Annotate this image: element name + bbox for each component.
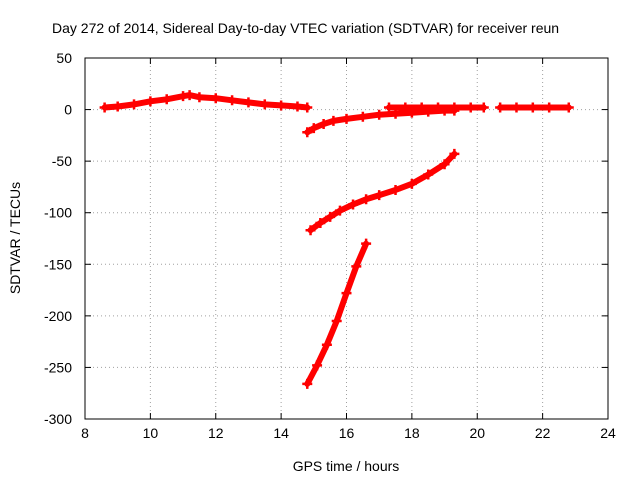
data-point bbox=[495, 102, 506, 113]
grid-lines bbox=[85, 58, 608, 419]
x-tick-label: 12 bbox=[208, 425, 224, 441]
data-point bbox=[305, 225, 316, 236]
y-tick-label: -100 bbox=[44, 205, 72, 221]
data-point bbox=[423, 169, 434, 180]
data-point bbox=[478, 102, 489, 113]
y-tick-label: -250 bbox=[44, 359, 72, 375]
y-tick-labels: 50 0 -50 -100 -150 -200 -250 -300 bbox=[44, 50, 72, 427]
data-point bbox=[416, 102, 427, 113]
data-point bbox=[449, 102, 460, 113]
data-point bbox=[302, 378, 313, 389]
data-point bbox=[129, 99, 140, 110]
data-point bbox=[341, 288, 352, 299]
data-point bbox=[383, 102, 394, 113]
y-tick-label: -300 bbox=[44, 411, 72, 427]
data-point bbox=[308, 123, 319, 134]
data-point bbox=[321, 339, 332, 350]
data-point bbox=[112, 101, 123, 112]
series-4 bbox=[495, 102, 574, 113]
x-tick-label: 16 bbox=[339, 425, 355, 441]
data-point bbox=[318, 119, 329, 130]
y-tick-label: -150 bbox=[44, 256, 72, 272]
data-point bbox=[341, 113, 352, 124]
x-tick-label: 10 bbox=[143, 425, 159, 441]
x-tick-label: 18 bbox=[404, 425, 420, 441]
series-3 bbox=[383, 102, 489, 113]
data-point bbox=[276, 100, 287, 111]
data-point bbox=[563, 102, 574, 113]
series-5 bbox=[305, 148, 460, 236]
data-point bbox=[433, 102, 444, 113]
data-point bbox=[325, 211, 336, 222]
data-point bbox=[511, 102, 522, 113]
x-tick-label: 14 bbox=[273, 425, 289, 441]
data-point bbox=[145, 96, 156, 107]
data-point bbox=[357, 111, 368, 122]
data-point bbox=[99, 102, 110, 113]
y-tick-label: -50 bbox=[52, 153, 72, 169]
data-point bbox=[334, 205, 345, 216]
series-line bbox=[307, 150, 458, 234]
data-point bbox=[406, 178, 417, 189]
series-1 bbox=[99, 90, 313, 113]
data-point bbox=[259, 99, 270, 110]
data-point bbox=[328, 115, 339, 126]
x-tick-label: 22 bbox=[535, 425, 551, 441]
data-point bbox=[312, 360, 323, 371]
data-point bbox=[331, 316, 342, 327]
data-point bbox=[184, 90, 195, 101]
data-point bbox=[465, 102, 476, 113]
data-point bbox=[374, 109, 385, 120]
x-tick-label: 8 bbox=[81, 425, 89, 441]
y-axis-label: SDTVAR / TECUs bbox=[7, 182, 23, 294]
series-6 bbox=[302, 238, 372, 389]
data-point bbox=[210, 93, 221, 104]
data-point bbox=[351, 261, 362, 272]
data-point bbox=[439, 159, 450, 170]
x-axis-label: GPS time / hours bbox=[293, 458, 400, 474]
data-point bbox=[348, 199, 359, 210]
data-point bbox=[302, 102, 313, 113]
x-tick-label: 24 bbox=[600, 425, 616, 441]
data-point bbox=[161, 94, 172, 105]
axis-ticks bbox=[84, 57, 609, 420]
y-tick-label: -200 bbox=[44, 308, 72, 324]
data-point bbox=[544, 102, 555, 113]
y-tick-label: 0 bbox=[64, 102, 72, 118]
data-series bbox=[99, 90, 574, 389]
y-tick-label: 50 bbox=[56, 50, 72, 66]
x-tick-labels: 8 10 12 14 16 18 20 22 24 bbox=[81, 425, 616, 441]
data-point bbox=[374, 190, 385, 201]
data-point bbox=[315, 218, 326, 229]
data-point bbox=[527, 102, 538, 113]
data-point bbox=[449, 148, 460, 159]
x-tick-label: 20 bbox=[469, 425, 485, 441]
data-point bbox=[194, 92, 205, 103]
data-point bbox=[400, 102, 411, 113]
data-point bbox=[302, 127, 313, 138]
data-point bbox=[243, 97, 254, 108]
data-point bbox=[361, 238, 372, 249]
data-point bbox=[361, 194, 372, 205]
data-point bbox=[227, 95, 238, 106]
data-point bbox=[292, 101, 303, 112]
chart-title: Day 272 of 2014, Sidereal Day-to-day VTE… bbox=[52, 20, 559, 36]
data-point bbox=[390, 185, 401, 196]
